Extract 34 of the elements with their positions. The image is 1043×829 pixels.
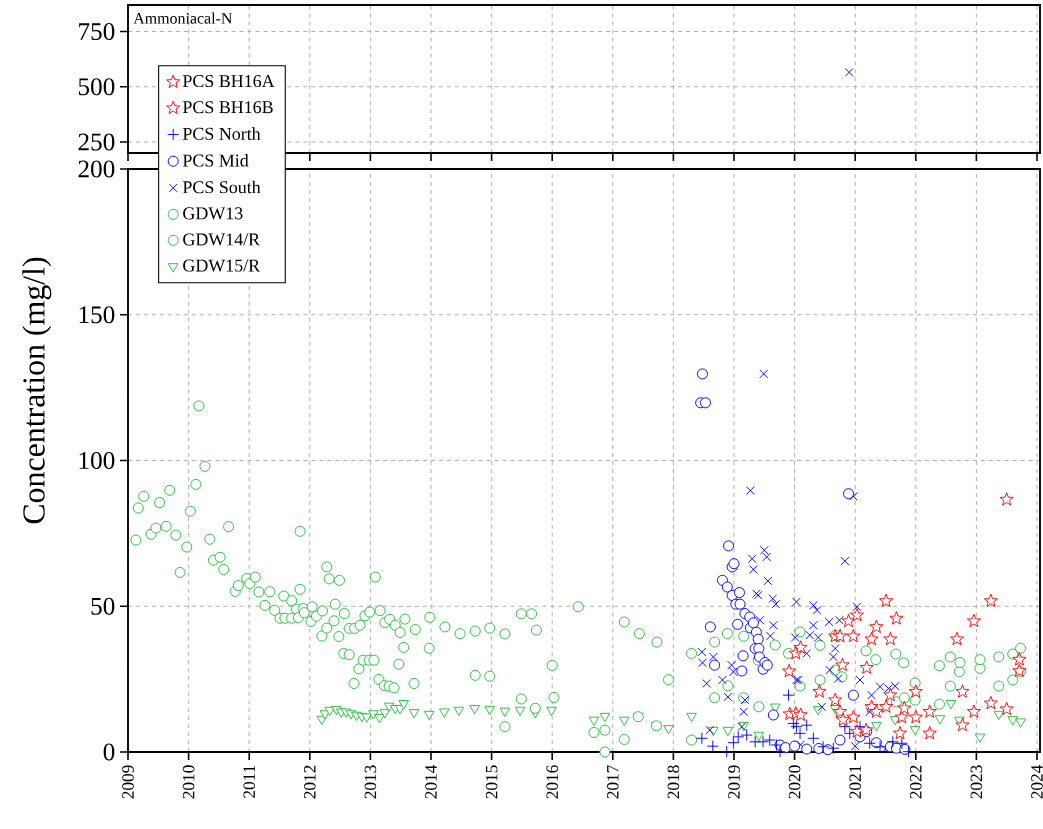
y-tick-label: 500 (78, 78, 115, 96)
x-tick-label: 2011 (243, 765, 256, 798)
legend-label: GDW15/R (183, 259, 261, 272)
x-tick-label: 2009 (122, 765, 134, 799)
legend-label: PCS North (182, 127, 261, 140)
x-tick-label: 2014 (425, 764, 437, 799)
annotation: Ammoniacal-N (133, 12, 233, 24)
legend-label: PCS South (182, 180, 261, 194)
x-tick-label: 2023 (970, 765, 983, 799)
x-tick-label: 2018 (667, 765, 680, 799)
x-tick-label: 2015 (485, 765, 498, 799)
x-tick-label: 2013 (364, 765, 377, 799)
legend-label: PCS BH16B (182, 101, 273, 114)
y-tick-label: 150 (79, 306, 115, 324)
y-tick-label: 250 (78, 133, 115, 151)
x-tick-label: 2020 (788, 765, 801, 799)
x-tick-label: 2016 (546, 765, 559, 799)
legend-label: GDW14/R (183, 233, 261, 246)
legend-label: PCS BH16A (182, 75, 275, 88)
y-tick-label: 100 (79, 452, 115, 470)
x-tick-label: 2012 (303, 765, 316, 799)
legend-label: GDW13 (183, 207, 243, 220)
x-tick-label: 2017 (606, 765, 619, 799)
x-tick-label: 2019 (728, 765, 740, 799)
y-tick-label: 50 (91, 597, 115, 615)
x-tick-label: 2024 (1031, 764, 1043, 799)
y-tick-label: 0 (103, 743, 115, 761)
y-tick-label: 750 (79, 23, 115, 41)
y-tick-label: 200 (78, 160, 115, 178)
legend-label: PCS Mid (182, 153, 249, 167)
x-tick-label: 2010 (182, 765, 195, 799)
y-axis-title: Concentration (mg/l) (22, 257, 52, 524)
x-tick-label: 2022 (909, 765, 922, 799)
x-tick-label: 2021 (849, 765, 862, 799)
